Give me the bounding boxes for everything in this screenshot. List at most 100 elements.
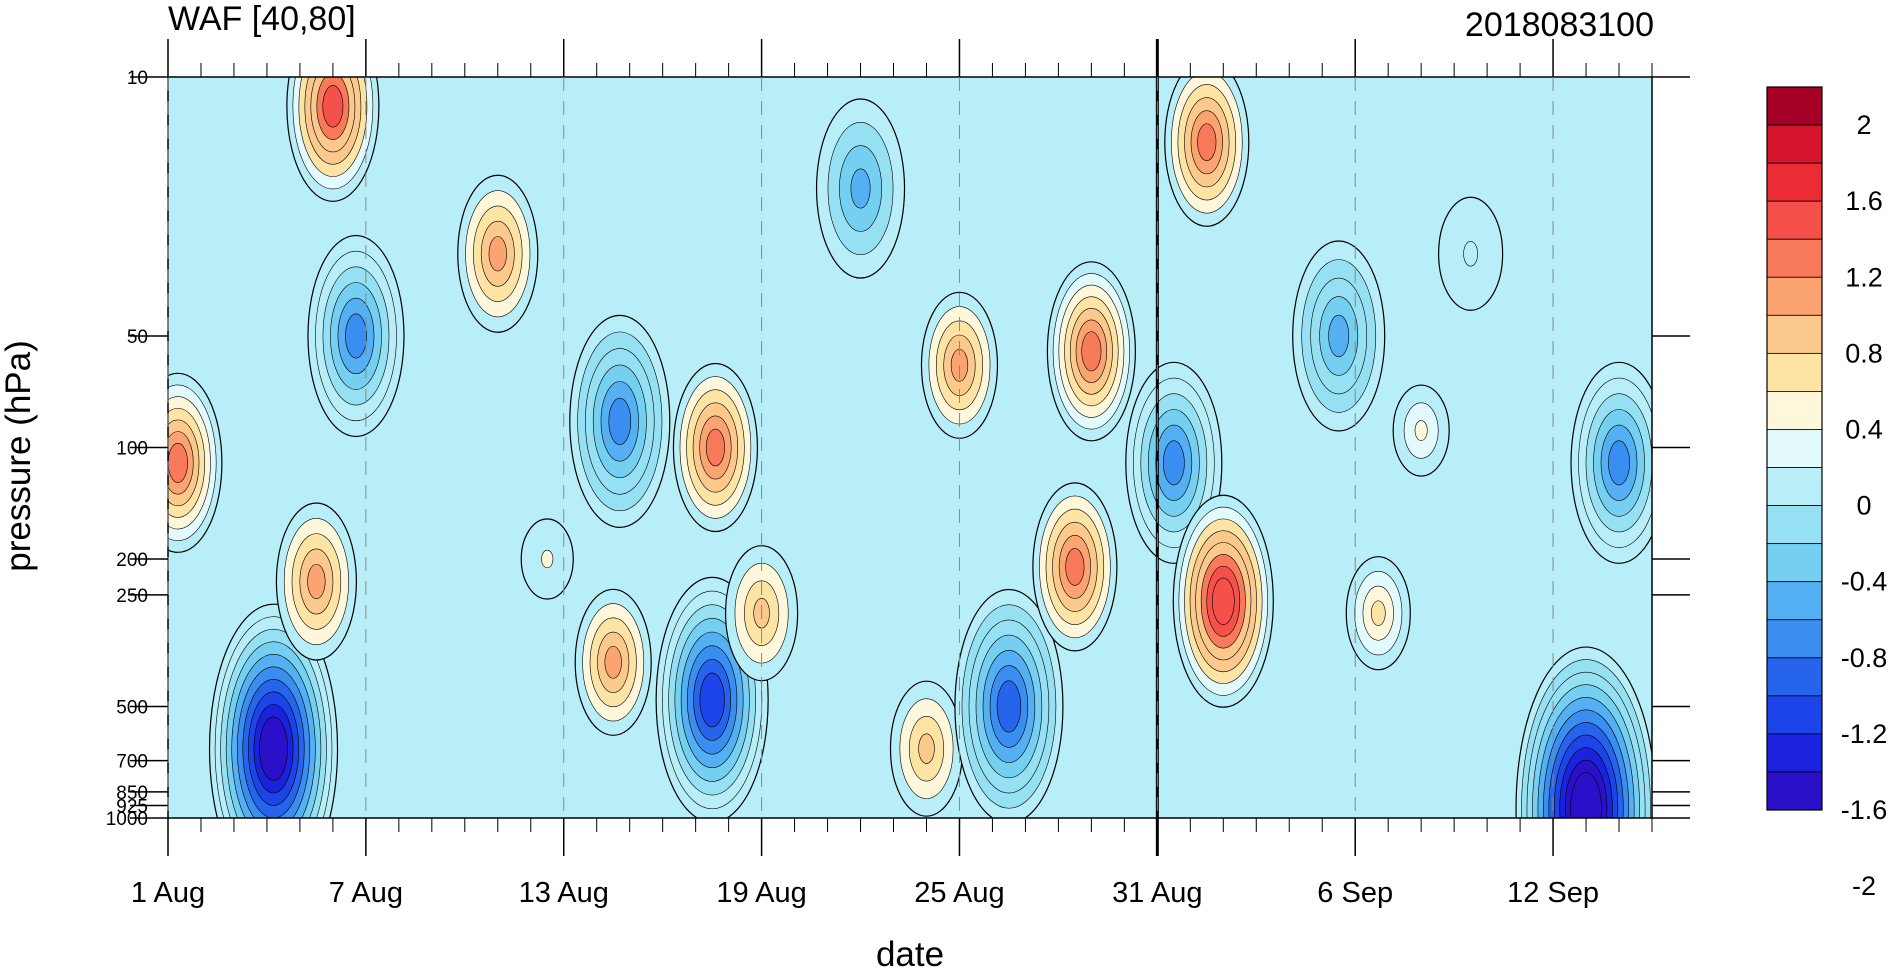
contour-feature	[168, 372, 223, 553]
contour-feature	[954, 588, 1064, 818]
contour-feature	[1046, 261, 1136, 442]
colorbar-swatch	[1766, 124, 1823, 164]
contour-level	[918, 733, 935, 764]
contour-level	[604, 645, 622, 679]
contour-feature	[1392, 384, 1450, 477]
y-tick-label: 250	[116, 586, 148, 607]
contour-level	[345, 313, 367, 359]
colorbar-frame	[1766, 86, 1823, 811]
colorbar-label: -1.2	[1841, 719, 1888, 749]
y-tick-label: 200	[116, 550, 148, 571]
colorbar-label: 1.2	[1845, 262, 1883, 292]
chart-title-right: 2018083100	[1465, 6, 1654, 44]
contour-feature	[275, 502, 357, 661]
contour-feature	[307, 234, 405, 438]
contour-level	[1211, 577, 1235, 625]
contour-level	[850, 168, 871, 209]
contour-level	[996, 680, 1022, 733]
x-tick-label: 7 Aug	[329, 877, 403, 909]
colorbar-swatch	[1766, 657, 1823, 697]
contour-level	[1463, 241, 1478, 267]
contour-feature	[1570, 361, 1652, 564]
contour-level	[307, 563, 326, 600]
x-tick-label: 25 Aug	[914, 877, 1004, 909]
colorbar-label: 2	[1856, 110, 1871, 140]
contour-feature	[815, 98, 906, 279]
colorbar-swatch	[1766, 86, 1823, 126]
y-tick-label: 10	[127, 68, 148, 89]
colorbar-label: 0.8	[1845, 338, 1883, 368]
colorbar-swatch	[1766, 505, 1823, 545]
y-tick-label: 700	[116, 752, 148, 773]
colorbar-swatch	[1766, 467, 1823, 506]
contour-feature	[208, 603, 339, 818]
contour-level	[1197, 123, 1217, 162]
colorbar-swatch	[1766, 695, 1823, 735]
contour-level	[608, 397, 632, 445]
y-tick-label: 850	[116, 783, 148, 804]
x-tick-label: 31 Aug	[1112, 877, 1202, 909]
x-tick-label: 6 Sep	[1317, 877, 1393, 909]
colorbar-label: -0.8	[1841, 643, 1888, 673]
y-tick-label: 100	[116, 439, 148, 460]
contour-level	[259, 716, 288, 781]
chart-title: WAF [40,80]	[168, 0, 356, 38]
colorbar-swatch	[1766, 429, 1823, 468]
x-tick-label: 1 Aug	[131, 877, 205, 909]
colorbar-swatch	[1766, 200, 1823, 240]
contour-level	[1065, 548, 1085, 586]
contour-feature	[672, 362, 759, 533]
contour-level	[1081, 331, 1102, 372]
colorbar-swatch	[1766, 619, 1823, 659]
contour-feature	[1032, 482, 1118, 652]
colorbar-label: 0	[1856, 491, 1871, 521]
contour-level	[541, 549, 554, 569]
y-tick-label: 50	[127, 327, 148, 348]
contour-feature	[1292, 240, 1386, 432]
contour-level	[1570, 772, 1602, 818]
colorbar-swatch	[1766, 733, 1823, 773]
contour-feature	[1438, 196, 1504, 311]
contour-feature	[889, 680, 964, 817]
y-tick-label: 1000	[106, 809, 148, 830]
contour-feature	[1515, 646, 1652, 818]
contour-level	[705, 428, 725, 467]
y-tick-label: 925	[116, 796, 148, 817]
x-axis-label: date	[876, 935, 944, 969]
colorbar-swatch	[1766, 276, 1823, 316]
colorbar-label: -2	[1852, 871, 1876, 901]
contour-level	[488, 236, 507, 272]
contour-feature	[1164, 77, 1250, 227]
colorbar-swatch	[1766, 391, 1823, 430]
colorbar-swatch	[1766, 543, 1823, 583]
colorbar: 2 1.6 1.2 0.8 0.4 0 -0.4 -0.8 -1.2 -1.6 -2	[1766, 86, 1888, 901]
colorbar-label: -0.4	[1841, 567, 1888, 597]
y-tick-label: 500	[116, 697, 148, 718]
contour-feature	[457, 174, 539, 333]
colorbar-swatch	[1766, 581, 1823, 621]
colorbar-swatch	[1766, 352, 1823, 392]
contour-feature	[520, 518, 574, 600]
contour-level	[1414, 420, 1428, 441]
axes: 1 Aug 7 Aug 13 Aug 19 Aug 25 Aug 31 Aug 6 Sep 1…	[106, 39, 1690, 909]
x-tick-label: 12 Sep	[1507, 877, 1599, 909]
colorbar-label: 1.6	[1845, 186, 1883, 216]
contour-level	[1370, 600, 1386, 626]
colorbar-label: 0.4	[1845, 414, 1883, 444]
contour-level	[168, 442, 188, 483]
x-tick-label: 19 Aug	[716, 877, 806, 909]
x-tick-label: 13 Aug	[519, 877, 609, 909]
contour-level	[1328, 314, 1350, 358]
colorbar-swatch	[1766, 162, 1823, 202]
colorbar-swatch	[1766, 238, 1823, 278]
contour-level	[699, 672, 725, 728]
contour-feature	[1345, 556, 1411, 671]
contour-feature	[574, 588, 652, 736]
colorbar-swatch	[1766, 771, 1823, 811]
y-axis-label: pressure (hPa)	[0, 340, 38, 571]
colorbar-label: -1.6	[1841, 795, 1888, 825]
contour-level	[322, 85, 344, 128]
colorbar-swatch	[1766, 314, 1823, 354]
contour-level	[1608, 440, 1630, 486]
